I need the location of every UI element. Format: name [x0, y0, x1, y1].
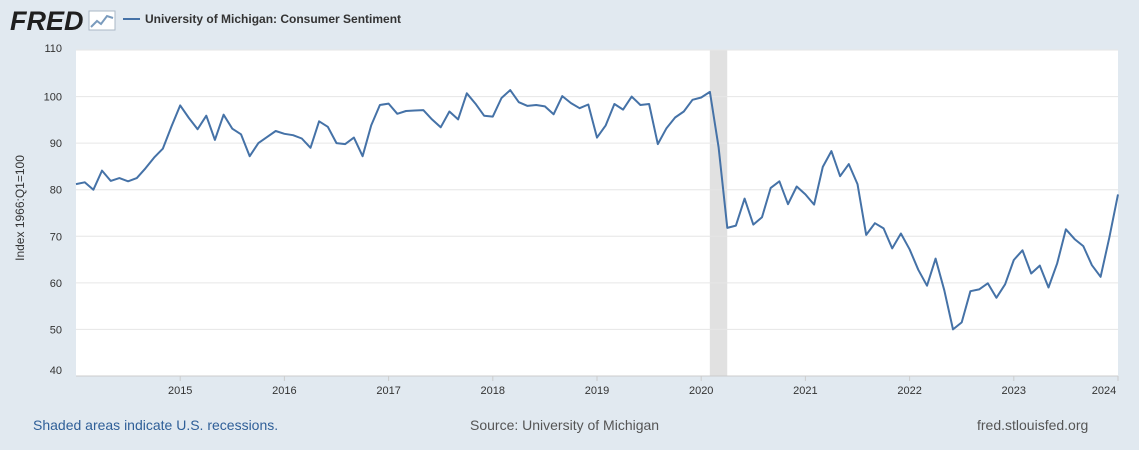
x-tick-label: 2024 [1092, 385, 1116, 397]
x-tick-label: 2017 [376, 385, 400, 397]
x-tick-label: 2016 [272, 385, 296, 397]
x-tick-label: 2019 [585, 385, 609, 397]
header: FRED University of Michigan: Consumer Se… [10, 6, 401, 36]
x-tick-label: 2018 [481, 385, 505, 397]
x-axis: 2015 2016 2017 2018 2019 2020 2021 2022 2023 2024 [76, 375, 1119, 397]
source-text: Source: University of Michigan [470, 417, 660, 433]
recession-note-link[interactable]: Shaded areas indicate U.S. recessions. [33, 417, 279, 433]
x-tick-label: 2022 [897, 385, 921, 397]
y-tick-label: 100 [44, 92, 62, 104]
x-tick-label: 2015 [168, 385, 192, 397]
x-tick-label: 2021 [793, 385, 817, 397]
site-link[interactable]: fred.stlouisfed.org [977, 417, 1089, 433]
y-tick-label: 50 [50, 324, 62, 336]
y-tick-label: 80 [50, 185, 62, 197]
plot-area [76, 50, 1118, 376]
fred-logo-chart-icon [88, 10, 116, 31]
y-tick-label: 40 [50, 365, 62, 377]
y-tick-label: 60 [50, 278, 62, 290]
x-tick-label: 2020 [689, 385, 713, 397]
y-tick-label: 70 [50, 231, 62, 243]
fred-logo[interactable]: FRED [10, 6, 84, 36]
recession-band [709, 50, 728, 376]
y-tick-label: 110 [44, 43, 62, 55]
y-tick-label: 90 [50, 138, 62, 150]
series-line[interactable] [75, 89, 1119, 331]
x-tick-label: 2023 [1002, 385, 1026, 397]
series-layer [75, 89, 1119, 331]
legend-label: University of Michigan: Consumer Sentime… [145, 12, 401, 26]
y-axis: 40 50 60 70 80 90 100 110 [44, 43, 62, 377]
y-axis-label: Index 1966:Q1=100 [13, 155, 27, 261]
recession-layer [709, 50, 728, 376]
